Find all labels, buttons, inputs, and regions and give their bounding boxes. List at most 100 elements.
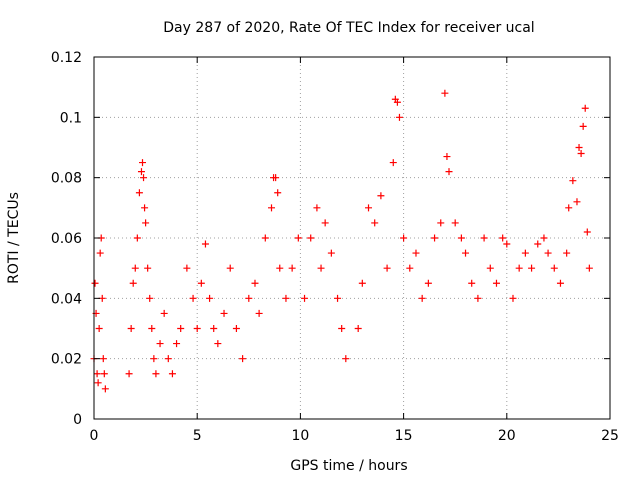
- data-point: [573, 198, 581, 206]
- data-point: [100, 370, 108, 378]
- grid-lines: [94, 57, 610, 419]
- data-point: [125, 370, 133, 378]
- data-point: [135, 189, 143, 197]
- data-point: [499, 234, 507, 242]
- data-point: [327, 249, 335, 257]
- data-point: [457, 234, 465, 242]
- data-point: [451, 219, 459, 227]
- data-point: [354, 325, 362, 332]
- data-point: [261, 234, 269, 242]
- data-point: [486, 264, 494, 272]
- data-point: [251, 279, 259, 287]
- chart-title: Day 287 of 2020, Rate Of TEC Index for r…: [163, 20, 534, 36]
- data-point: [556, 279, 564, 287]
- data-point: [377, 192, 385, 200]
- data-point: [534, 240, 542, 248]
- data-point: [528, 264, 536, 272]
- data-point: [131, 264, 139, 272]
- data-point: [563, 249, 571, 257]
- data-point: [214, 340, 222, 348]
- data-point: [239, 355, 247, 363]
- x-tick-label: 15: [395, 428, 413, 444]
- data-point: [288, 264, 296, 272]
- data-point: [462, 249, 470, 257]
- data-point: [400, 234, 408, 242]
- data-point: [164, 355, 172, 363]
- data-point: [141, 204, 149, 212]
- data-point: [94, 379, 102, 387]
- plot-border: [93, 56, 611, 420]
- data-point: [142, 219, 150, 227]
- data-point: [201, 240, 209, 248]
- data-point: [294, 234, 302, 242]
- data-point: [437, 219, 445, 227]
- axis-tick-labels: 0 5 10 15 20 25 0 0.02 0.04 0.06 0.08 0.1 0.12: [51, 50, 619, 444]
- data-point: [101, 385, 109, 393]
- data-point: [418, 294, 426, 302]
- data-point: [255, 309, 263, 317]
- data-point: [334, 294, 342, 302]
- data-point: [210, 325, 218, 332]
- data-point: [206, 294, 214, 302]
- data-point: [412, 249, 420, 257]
- data-point: [95, 325, 103, 332]
- x-tick-label: 0: [90, 428, 99, 444]
- data-point: [160, 309, 168, 317]
- y-tick-label: 0: [73, 412, 82, 428]
- axis-ticks: [93, 56, 611, 420]
- y-tick-label: 0.04: [51, 291, 82, 307]
- data-point: [317, 264, 325, 272]
- data-point: [569, 177, 577, 185]
- x-tick-label: 5: [193, 428, 202, 444]
- data-point: [168, 370, 176, 378]
- data-point: [133, 234, 141, 242]
- data-point: [365, 204, 373, 212]
- data-points: [90, 89, 593, 393]
- data-point: [503, 240, 511, 248]
- data-point: [148, 325, 156, 332]
- y-tick-label: 0.02: [51, 352, 82, 368]
- data-point: [443, 153, 451, 161]
- data-point: [575, 144, 583, 151]
- data-point: [268, 204, 276, 212]
- data-point: [220, 309, 228, 317]
- data-point: [137, 168, 145, 176]
- data-point: [144, 264, 152, 272]
- x-tick-label: 20: [498, 428, 516, 444]
- data-point: [307, 234, 315, 242]
- data-point: [139, 159, 147, 167]
- data-point: [445, 168, 453, 176]
- data-point: [140, 174, 148, 182]
- data-point: [129, 279, 137, 287]
- data-point: [321, 219, 329, 227]
- data-point: [338, 325, 346, 332]
- data-point: [540, 234, 548, 242]
- data-point: [93, 370, 101, 378]
- data-point: [282, 294, 290, 302]
- y-tick-label: 0.06: [51, 231, 82, 247]
- data-point: [152, 370, 160, 378]
- data-point: [313, 204, 321, 212]
- data-point: [521, 249, 529, 257]
- data-point: [193, 325, 201, 332]
- data-point: [99, 355, 107, 363]
- data-point: [146, 294, 154, 302]
- y-tick-label: 0.12: [51, 50, 82, 66]
- data-point: [189, 294, 197, 302]
- data-point: [245, 294, 253, 302]
- data-point: [177, 325, 185, 332]
- data-point: [393, 98, 401, 106]
- data-point: [150, 355, 158, 363]
- data-point: [274, 189, 282, 197]
- data-point: [474, 294, 482, 302]
- data-point: [342, 355, 350, 363]
- data-point: [492, 279, 500, 287]
- data-point: [583, 228, 591, 236]
- data-point: [579, 122, 587, 130]
- data-point: [565, 204, 573, 212]
- data-point: [406, 264, 414, 272]
- data-point: [197, 279, 205, 287]
- data-point: [371, 219, 379, 227]
- data-point: [389, 159, 397, 167]
